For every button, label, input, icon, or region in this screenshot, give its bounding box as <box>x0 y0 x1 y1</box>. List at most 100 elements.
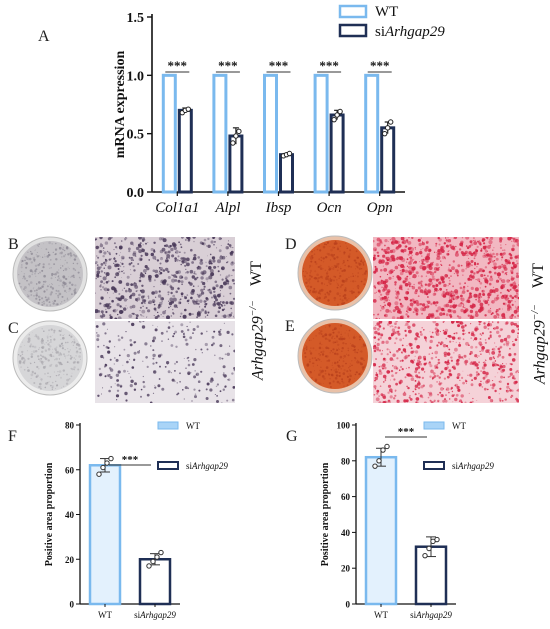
x-tick-label-WT: WT <box>374 610 388 620</box>
y-tick-label: 40 <box>341 528 351 538</box>
alp-dish-ko-image <box>12 320 88 396</box>
alp-dish-wt <box>12 236 88 312</box>
x-tick-label-WT: WT <box>98 610 112 620</box>
stain-texture <box>373 321 519 403</box>
bar-si-Opn <box>380 126 396 194</box>
side-label-ko-alp: Arhgap29−/− <box>248 300 267 380</box>
panel-letter-e: E <box>285 318 295 335</box>
panel-letter-b: B <box>8 236 19 253</box>
x-tick-label-Alpl: Alpl <box>214 200 240 216</box>
ars-dish-wt <box>297 235 373 311</box>
y-tick-label: 1.5 <box>127 11 145 26</box>
ars-dish-ko <box>297 318 373 394</box>
ars-dish-wt-image <box>297 235 373 311</box>
dish-texture <box>17 328 82 390</box>
legend-swatch-si <box>338 23 368 38</box>
x-tick-label-siArhgap29: siArhgap29 <box>410 610 452 620</box>
legend-label-wt: WT <box>375 4 398 20</box>
ars-micrograph-wt <box>373 237 519 319</box>
data-point <box>384 443 390 450</box>
data-point <box>380 447 386 453</box>
bar-wt-Col1a1 <box>161 73 177 194</box>
y-tick-label: 80 <box>341 456 351 466</box>
data-point <box>337 108 343 115</box>
sig-label: *** <box>122 454 139 466</box>
dish-surface <box>17 241 83 307</box>
data-point <box>385 125 391 131</box>
sig-label: *** <box>370 58 390 73</box>
legend-label-wt: WT <box>452 421 466 431</box>
bar-wt-Ocn <box>313 73 329 194</box>
y-tick-label: 0 <box>70 600 75 610</box>
data-point <box>331 116 337 123</box>
y-tick-label: 80 <box>65 421 75 431</box>
data-point <box>334 112 340 118</box>
y-tick-label: 1.0 <box>127 69 145 84</box>
bar-si-Ocn <box>329 113 345 194</box>
x-tick-label-Ibsp: Ibsp <box>265 200 292 216</box>
side-label-wt-ars: WT <box>530 263 547 288</box>
y-tick-label: 40 <box>65 510 75 520</box>
y-tick-label: 0.0 <box>127 186 145 201</box>
ars-micrograph-ko <box>373 321 519 403</box>
data-point <box>150 558 156 565</box>
dish-surface <box>302 323 368 389</box>
data-point <box>104 460 110 466</box>
y-axis-label: Positive area proportion <box>320 462 331 566</box>
dish-surface <box>17 325 83 391</box>
y-axis-label: Positive area proportion <box>44 462 55 566</box>
y-tick-label: 100 <box>337 421 351 431</box>
legend-swatch-wt <box>157 421 179 430</box>
micro-background <box>95 321 235 403</box>
panel-letter-f: F <box>8 428 17 445</box>
legend-swatch-wt <box>338 4 368 19</box>
legend-label-wt: WT <box>186 421 200 431</box>
bar-WT <box>364 455 398 606</box>
chart-a-mrna-expression: 0.0 0.5 1.0 1.5 mRNA expression *** Col1a1 *** A… <box>113 4 445 216</box>
data-point <box>434 536 440 543</box>
sig-label: *** <box>218 58 238 73</box>
alp-dish-ko <box>12 320 88 396</box>
chart-g-positive-area: 0 20 40 60 80 100 Positive area proportion WT si… <box>320 421 494 621</box>
y-axis-label: mRNA expression <box>113 51 128 159</box>
data-point <box>422 552 428 559</box>
data-point <box>376 458 382 464</box>
data-point <box>100 464 106 471</box>
data-point <box>108 455 114 462</box>
legend-swatch-si <box>157 461 179 470</box>
side-label-wt-alp: WT <box>248 261 265 286</box>
x-tick-label-Ocn: Ocn <box>317 200 342 216</box>
stain-texture <box>95 321 235 403</box>
panel-letter-d: D <box>285 236 297 253</box>
data-point <box>230 140 236 146</box>
data-point <box>154 554 160 560</box>
dish-texture <box>18 241 82 307</box>
panel-letter-g: G <box>286 428 298 445</box>
sig-label: *** <box>168 58 188 73</box>
x-tick-label-siArhgap29: siArhgap29 <box>134 610 176 620</box>
legend-label-si: siArhgap29 <box>452 461 494 471</box>
data-point <box>236 128 242 135</box>
legend-swatch-si <box>423 461 445 470</box>
data-point <box>426 545 432 552</box>
data-point <box>233 133 239 139</box>
y-tick-label: 20 <box>65 555 75 565</box>
bar-si-Ibsp <box>279 153 294 194</box>
data-point <box>372 463 378 469</box>
sig-label: *** <box>398 426 415 438</box>
data-point <box>146 563 152 569</box>
y-tick-label: 0.5 <box>127 128 145 143</box>
stain-texture <box>373 237 519 319</box>
bar-wt-Alpl <box>212 73 228 194</box>
bar-siArhgap29 <box>138 558 172 606</box>
dish-texture <box>302 324 367 388</box>
panel-letter-a: A <box>38 28 50 45</box>
x-tick-label-Col1a1: Col1a1 <box>155 200 199 216</box>
bar-wt-Opn <box>364 73 380 194</box>
x-tick-label-Opn: Opn <box>367 200 393 216</box>
dish-texture <box>302 240 368 306</box>
alp-micrograph-wt <box>95 237 235 319</box>
side-label-ko-ars: Arhgap29−/− <box>530 304 549 384</box>
ars-dish-ko-image <box>297 318 373 394</box>
bar-WT <box>88 464 122 606</box>
